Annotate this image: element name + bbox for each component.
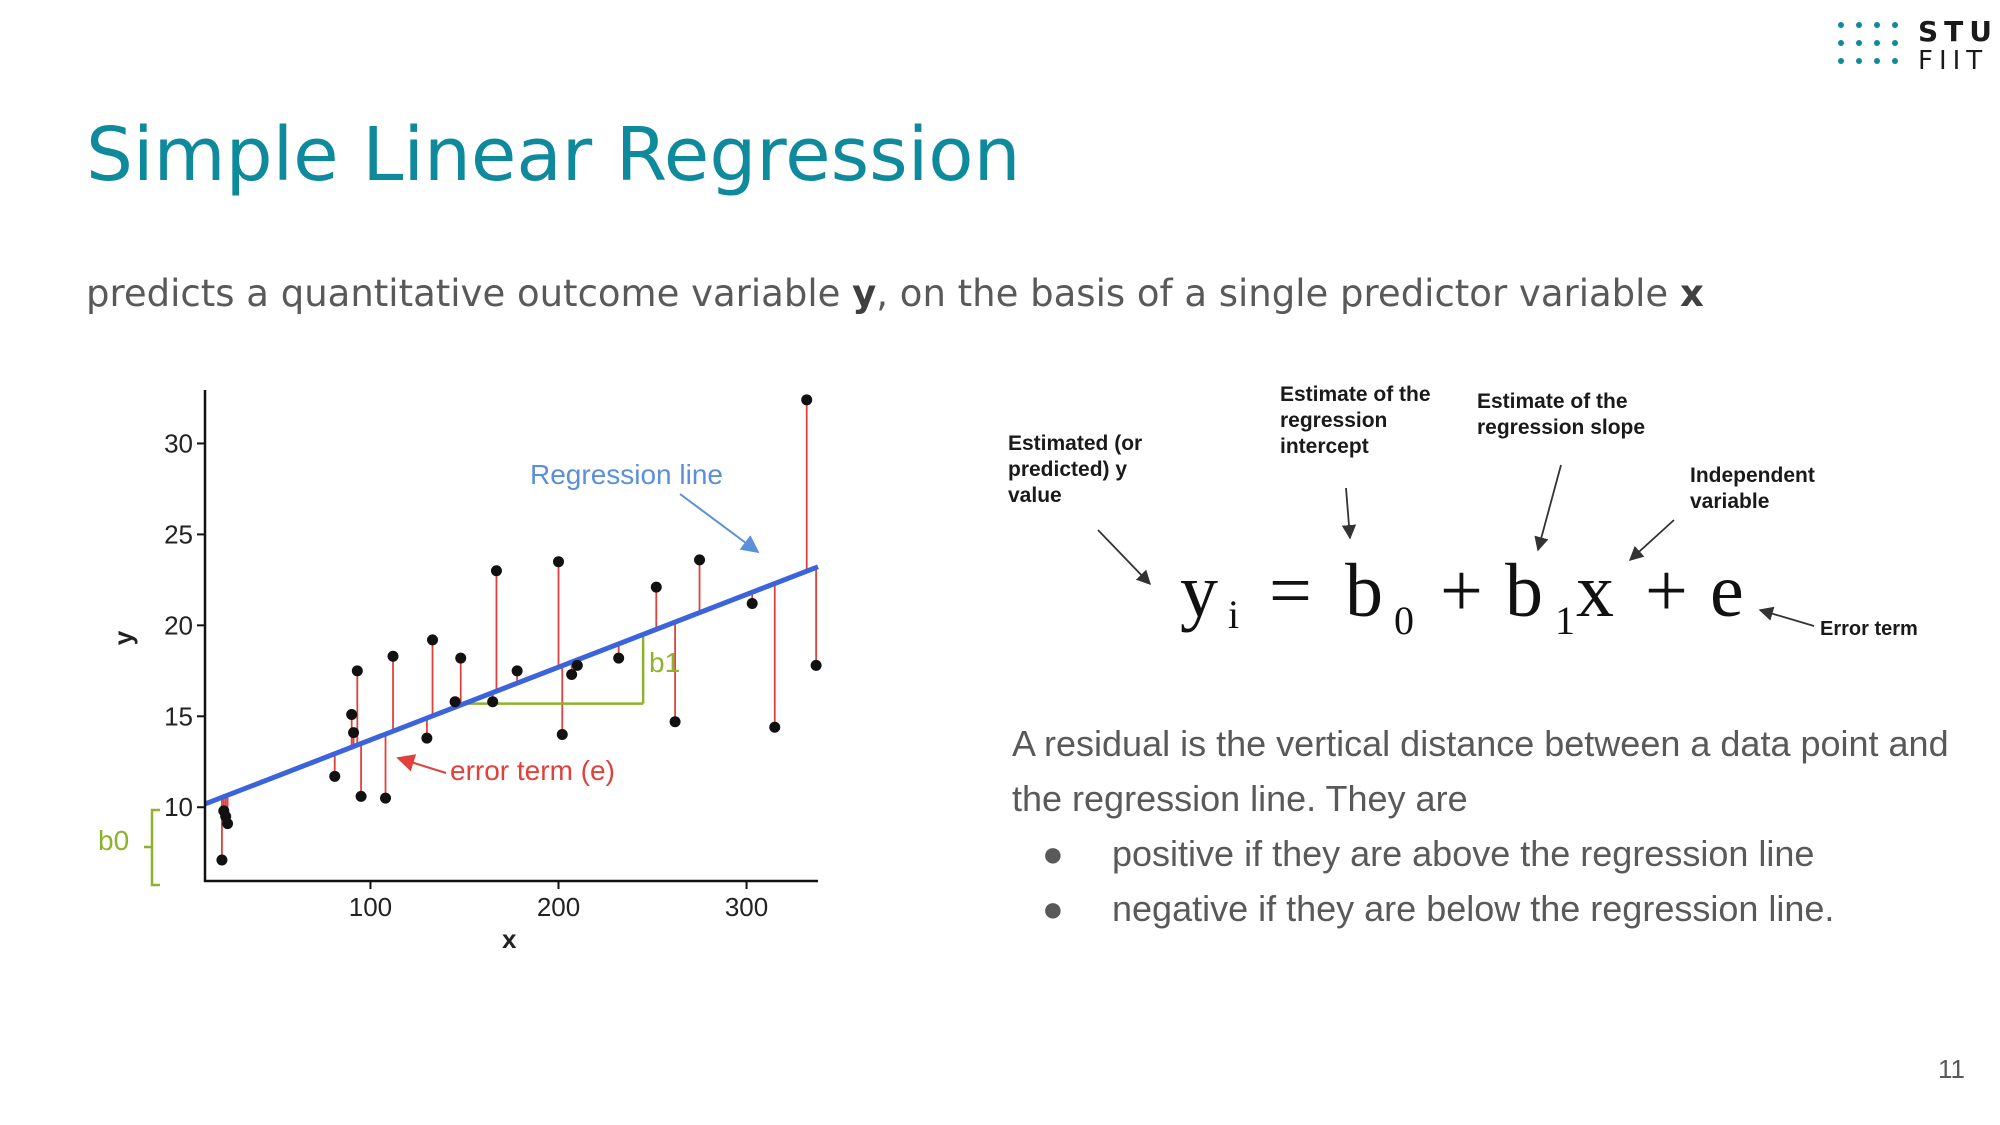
y-tick-label: 10 xyxy=(164,792,193,822)
y-tick-label: 25 xyxy=(164,519,193,549)
error-term-arrow xyxy=(396,754,447,774)
data-point xyxy=(348,727,360,739)
error-term-label-formula: Error term xyxy=(1820,618,1918,640)
logo-dot xyxy=(1874,40,1880,46)
data-point xyxy=(556,728,568,740)
stu-fiit-logo: STU FIIT xyxy=(1838,18,1998,74)
logo-dot xyxy=(1856,40,1862,46)
regression-line xyxy=(204,564,819,807)
slope-estimate-label: Estimate of the regression slope xyxy=(1477,390,1645,439)
data-point xyxy=(387,650,399,662)
data-point xyxy=(746,598,758,610)
data-point xyxy=(511,665,523,677)
data-point xyxy=(650,581,662,593)
page-title: Simple Linear Regression xyxy=(86,112,1021,198)
residual-bullet-positive: positive if they are above the regressio… xyxy=(1112,833,1815,874)
logo-line-2: FIIT xyxy=(1918,46,1989,76)
chart-ticks: 100 200 300 10 15 20 25 30 xyxy=(164,428,768,922)
data-point xyxy=(669,716,681,728)
logo-dot xyxy=(1856,22,1862,28)
y-tick-label: 30 xyxy=(164,428,193,458)
arrow-to-yi xyxy=(1097,529,1151,586)
independent-variable-label: Independent variable xyxy=(1690,464,1821,513)
data-point xyxy=(380,792,392,804)
subtitle-text-2: , on the basis of a single predictor var… xyxy=(876,272,1680,315)
logo-dot xyxy=(1892,22,1898,28)
logo-dot xyxy=(1856,58,1862,64)
subtitle-y: y xyxy=(852,272,877,315)
data-point xyxy=(355,790,367,802)
residual-bullet-list: ● positive if they are above the regress… xyxy=(1012,826,1952,936)
subtitle-text-1: predicts a quantitative outcome variable xyxy=(86,272,853,315)
data-point xyxy=(329,770,341,782)
logo-dot xyxy=(1838,40,1844,46)
logo-dot xyxy=(1874,22,1880,28)
list-item: ● positive if they are above the regress… xyxy=(1012,826,1952,881)
data-point xyxy=(490,565,502,577)
data-point xyxy=(216,854,228,866)
regression-line-label: Regression line xyxy=(530,459,723,490)
data-point xyxy=(613,652,625,664)
logo-dots-icon xyxy=(1838,22,1906,72)
intercept-estimate-label: Estimate of the regression intercept xyxy=(1280,383,1436,458)
error-term-label: error term (e) xyxy=(450,755,615,786)
list-item: ● negative if they are below the regress… xyxy=(1012,881,1952,936)
intercept-bracket xyxy=(150,808,160,887)
chart-axes xyxy=(203,390,818,883)
subtitle: predicts a quantitative outcome variable… xyxy=(86,272,1704,316)
bullet-icon: ● xyxy=(1042,833,1064,874)
subtitle-x: x xyxy=(1679,272,1704,315)
data-points xyxy=(216,394,822,866)
data-point xyxy=(810,659,822,671)
residual-lines xyxy=(221,399,818,860)
data-point xyxy=(553,556,565,568)
data-point xyxy=(801,394,813,406)
y-axis-label: y xyxy=(108,630,138,645)
logo-dot xyxy=(1874,58,1880,64)
x-tick-label: 100 xyxy=(349,892,392,922)
regression-chart: 100 200 300 10 15 20 25 30 Regression line erro… xyxy=(98,390,822,954)
residual-bullet-negative: negative if they are below the regressio… xyxy=(1112,888,1835,929)
data-point xyxy=(351,665,363,677)
data-point xyxy=(566,668,578,680)
y-tick-label: 20 xyxy=(164,610,193,640)
data-point xyxy=(694,554,706,566)
logo-dot xyxy=(1838,22,1844,28)
arrow-to-b0 xyxy=(1341,487,1357,540)
x-tick-label: 200 xyxy=(537,892,580,922)
data-point xyxy=(487,696,499,708)
logo-dot xyxy=(1838,58,1844,64)
logo-line-1: STU xyxy=(1918,15,1999,48)
data-point xyxy=(427,634,439,646)
arrow-to-e xyxy=(1758,606,1815,627)
data-point xyxy=(769,721,781,733)
regression-label-arrow xyxy=(679,493,760,554)
data-point xyxy=(421,732,433,744)
data-point xyxy=(222,818,234,830)
data-point xyxy=(346,708,358,720)
data-point xyxy=(455,652,467,664)
slope-label: b1 xyxy=(649,647,680,678)
y-tick-label: 15 xyxy=(164,701,193,731)
intercept-label: b0 xyxy=(98,825,129,856)
slide-number: 11 xyxy=(1938,1054,1965,1084)
arrow-to-x xyxy=(1628,519,1675,561)
residual-intro: A residual is the vertical distance betw… xyxy=(1012,723,1949,819)
predicted-y-label: Estimated (or predicted) y value xyxy=(1008,432,1148,507)
bullet-icon: ● xyxy=(1042,888,1064,929)
x-tick-label: 300 xyxy=(725,892,768,922)
x-axis-label: x xyxy=(502,924,517,954)
data-point xyxy=(571,659,583,671)
arrow-to-b1 xyxy=(1534,464,1562,552)
data-point xyxy=(449,696,461,708)
logo-dot xyxy=(1892,58,1898,64)
regression-formula: Estimated (or predicted) y value Estimat… xyxy=(1008,383,1918,650)
logo-dot xyxy=(1892,40,1898,46)
formula-equation: y i = b 0 + b 1 x + e xyxy=(1180,549,1744,650)
residual-explanation: A residual is the vertical distance betw… xyxy=(1012,716,1952,936)
